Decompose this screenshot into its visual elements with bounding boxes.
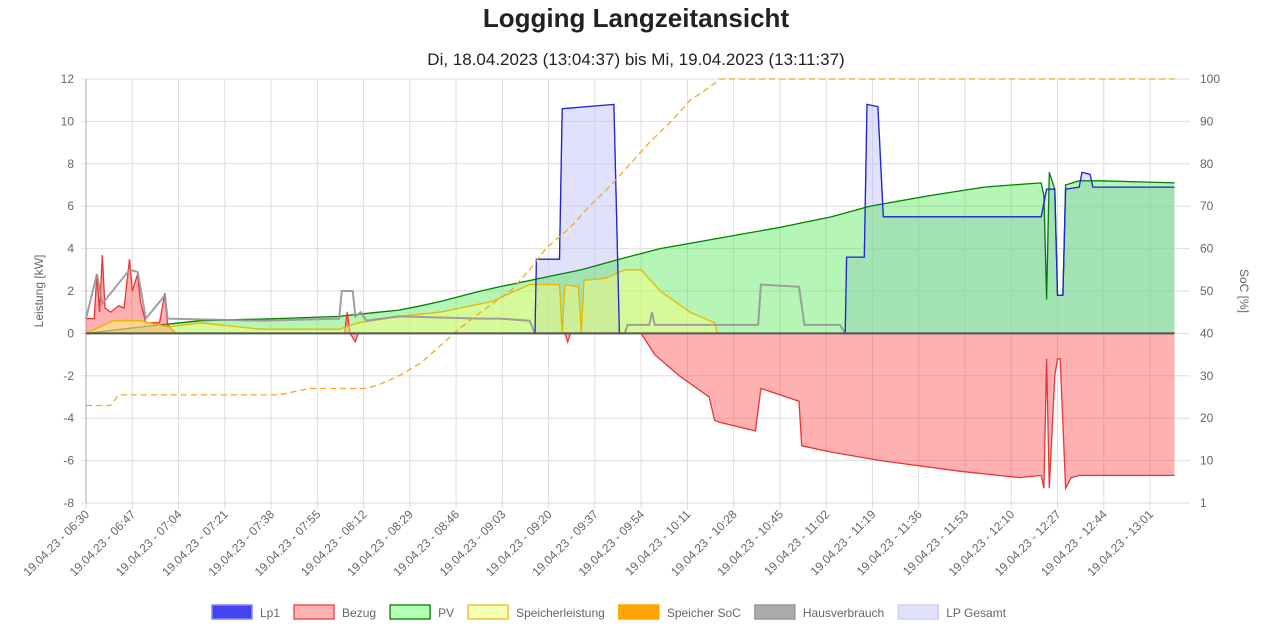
legend-swatch bbox=[293, 604, 335, 620]
chart-title: Logging Langzeitansicht bbox=[483, 3, 790, 33]
y2-tick-label: 20 bbox=[1200, 411, 1214, 425]
chart-subtitle: Di, 18.04.2023 (13:04:37) bis Mi, 19.04.… bbox=[427, 50, 844, 69]
y2-tick-label: 100 bbox=[1200, 72, 1220, 86]
legend-swatch bbox=[897, 604, 939, 620]
series-area-speicherleistung bbox=[86, 269, 1175, 334]
y-tick-label: 0 bbox=[67, 326, 74, 340]
legend-swatch bbox=[211, 604, 253, 620]
y2-tick-label: 70 bbox=[1200, 199, 1214, 213]
y2-tick-label: 1 bbox=[1200, 496, 1207, 510]
series-area-bezug bbox=[86, 255, 1175, 489]
legend-label: PV bbox=[438, 606, 454, 620]
series-area-pv bbox=[86, 172, 1175, 334]
series-line-lp1 bbox=[86, 103, 1175, 335]
legend-label: Bezug bbox=[342, 606, 376, 620]
series-line-speicherleistung bbox=[85, 269, 1175, 335]
y2-tick-label: 90 bbox=[1200, 114, 1214, 128]
legend-label: Speicherleistung bbox=[516, 606, 605, 620]
y-tick-label: 6 bbox=[67, 199, 74, 213]
y-tick-label: 10 bbox=[61, 114, 75, 128]
y2-tick-label: 50 bbox=[1200, 284, 1214, 298]
legend-swatch bbox=[467, 604, 509, 620]
legend-swatch bbox=[754, 604, 796, 620]
y-tick-label: -6 bbox=[63, 454, 74, 468]
series-area-lp-gesamt bbox=[86, 104, 1175, 334]
y-tick-label: 8 bbox=[67, 157, 74, 171]
series-line-hausverbrauch bbox=[85, 268, 1175, 335]
legend-label: Lp1 bbox=[260, 606, 280, 620]
legend-label: Speicher SoC bbox=[667, 606, 741, 620]
y2-tick-label: 80 bbox=[1200, 157, 1214, 171]
y-tick-label: -8 bbox=[63, 496, 74, 510]
y2-tick-label: 60 bbox=[1200, 242, 1214, 256]
y2-tick-label: 40 bbox=[1200, 326, 1214, 340]
y-tick-label: 12 bbox=[61, 72, 75, 86]
y2-tick-label: 10 bbox=[1200, 454, 1214, 468]
legend-label: Hausverbrauch bbox=[803, 606, 884, 620]
y2-tick-label: 30 bbox=[1200, 369, 1214, 383]
y-tick-label: -2 bbox=[63, 369, 74, 383]
y2-axis-label: SoC [%] bbox=[1237, 269, 1251, 313]
y-tick-label: 2 bbox=[67, 284, 74, 298]
y-tick-label: -4 bbox=[63, 411, 74, 425]
legend-swatch bbox=[389, 604, 431, 620]
y-axis-label: Leistung [kW] bbox=[32, 255, 46, 328]
legend-swatch bbox=[618, 604, 660, 620]
legend-label: LP Gesamt bbox=[946, 606, 1006, 620]
series-line-speicher-soc bbox=[86, 78, 1175, 407]
y-tick-label: 4 bbox=[67, 242, 74, 256]
